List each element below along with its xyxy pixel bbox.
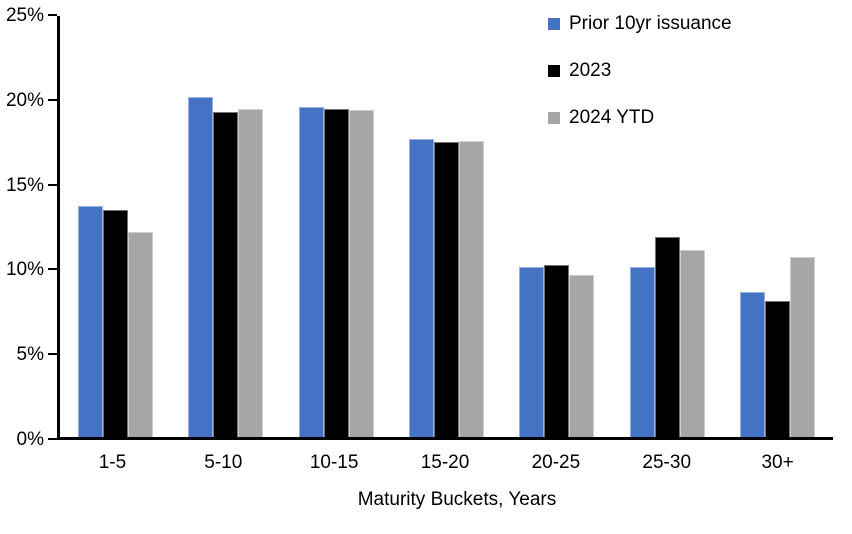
x-axis-label: 10-15 xyxy=(309,452,359,473)
bar-group xyxy=(281,16,391,437)
x-axis-label: 15-20 xyxy=(420,452,470,473)
bar-prior-10yr-issuance xyxy=(188,96,214,437)
legend: Prior 10yr issuance 2023 2024 YTD xyxy=(548,13,732,154)
bar-2023 xyxy=(213,112,239,437)
y-axis-tick xyxy=(48,353,57,356)
y-axis-tick xyxy=(48,183,57,186)
x-axis-title: Maturity Buckets, Years xyxy=(357,489,557,510)
bar-2024-ytd xyxy=(679,250,705,437)
legend-item: 2023 xyxy=(548,60,732,81)
x-axis-label: 5-10 xyxy=(204,452,243,473)
bar-prior-10yr-issuance xyxy=(629,266,655,437)
legend-swatch-icon xyxy=(548,64,560,77)
bar-2024-ytd xyxy=(238,108,264,437)
bar-2023 xyxy=(544,265,570,437)
legend-label: Prior 10yr issuance xyxy=(569,12,732,34)
bar-group xyxy=(502,16,612,437)
y-axis-label: 15% xyxy=(5,174,44,196)
bar-2023 xyxy=(765,300,791,437)
x-axis-labels: 1-5 5-10 10-15 15-20 20-25 25-30 30+ xyxy=(57,452,833,474)
legend-label: 2024 YTD xyxy=(569,106,655,128)
legend-item: 2024 YTD xyxy=(548,107,732,128)
bar-2023 xyxy=(102,209,128,437)
legend-label: 2023 xyxy=(569,59,612,81)
legend-swatch-icon xyxy=(548,111,560,124)
x-axis-label: 20-25 xyxy=(531,452,581,473)
y-axis-tick xyxy=(48,438,57,440)
x-axis-label: 30+ xyxy=(761,452,794,473)
y-axis-label: 5% xyxy=(16,344,44,366)
bar-group xyxy=(170,16,280,437)
y-axis-label: 10% xyxy=(5,259,44,281)
bar-group xyxy=(60,16,170,437)
bar-prior-10yr-issuance xyxy=(77,206,103,437)
legend-swatch-icon xyxy=(548,17,560,30)
bar-2024-ytd xyxy=(127,231,153,437)
bar-2023 xyxy=(654,236,680,437)
y-axis-tick xyxy=(48,98,57,101)
y-axis-tick xyxy=(48,268,57,271)
y-axis-label: 20% xyxy=(5,89,44,111)
y-axis-label: 0% xyxy=(16,429,44,450)
bar-prior-10yr-issuance xyxy=(519,266,545,437)
bar-2024-ytd xyxy=(348,110,374,437)
bar-2024-ytd xyxy=(458,140,484,437)
bar-group xyxy=(391,16,501,437)
bar-group xyxy=(612,16,722,437)
bar-2023 xyxy=(433,142,459,437)
x-axis-label: 1-5 xyxy=(98,452,127,473)
plot-area xyxy=(57,16,833,440)
bar-2024-ytd xyxy=(790,256,816,437)
bar-2024-ytd xyxy=(569,275,595,437)
y-axis-tick xyxy=(48,14,57,16)
bar-prior-10yr-issuance xyxy=(740,292,766,437)
bar-2023 xyxy=(323,108,349,437)
bar-prior-10yr-issuance xyxy=(408,138,434,437)
y-axis-label: 25% xyxy=(5,5,44,26)
bar-prior-10yr-issuance xyxy=(298,106,324,437)
legend-item: Prior 10yr issuance xyxy=(548,13,732,34)
x-axis-label: 25-30 xyxy=(642,452,692,473)
bar-group xyxy=(723,16,833,437)
